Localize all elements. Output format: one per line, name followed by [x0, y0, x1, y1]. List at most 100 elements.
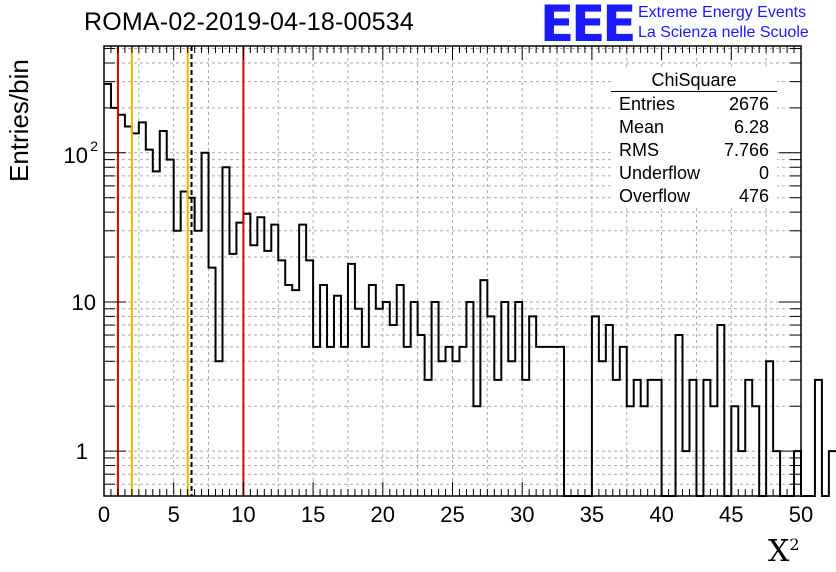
y-tick-label: 10 [64, 143, 88, 168]
stats-box: ChiSquare Entries 2676 Mean 6.28 RMS 7.766 … [611, 70, 777, 208]
x-tick-label: 5 [168, 502, 180, 527]
histogram-bin [745, 380, 752, 496]
x-tick-label: 35 [580, 502, 604, 527]
eee-logo: EEE [540, 0, 636, 53]
histogram-bin [411, 302, 418, 496]
histogram-bin [125, 127, 132, 496]
histogram-bin [278, 260, 285, 496]
stats-label: Underflow [619, 163, 701, 183]
histogram-bin [222, 167, 229, 496]
histogram-bin [717, 325, 724, 496]
stats-label: Entries [619, 94, 676, 114]
histogram-bin [243, 214, 250, 496]
stats-value: 0 [758, 163, 769, 183]
histogram-bin [418, 335, 425, 496]
histogram-bin [313, 347, 320, 496]
stats-label: RMS [619, 140, 659, 160]
histogram-bin [202, 153, 209, 496]
histogram-bin [229, 254, 236, 496]
histogram-bin [376, 309, 383, 496]
histogram-bin [606, 325, 613, 496]
x-tick-label: 40 [649, 502, 673, 527]
chart-title: ROMA-02-2019-04-18-00534 [84, 8, 414, 36]
histogram-bin [815, 380, 822, 496]
stats-row-rms: RMS 7.766 [611, 139, 777, 162]
stats-value: 7.766 [723, 140, 769, 160]
histogram-bin [264, 251, 271, 496]
stats-row-underflow: Underflow 0 [611, 162, 777, 185]
histogram-bin [174, 231, 181, 496]
histogram-bin [480, 280, 487, 496]
histogram-bin [271, 225, 278, 496]
histogram-bin [257, 217, 264, 496]
histogram-bin [153, 171, 160, 496]
x-tick-label: 25 [440, 502, 464, 527]
stats-value: 2676 [728, 94, 769, 114]
histogram-bin [195, 231, 202, 496]
histogram-bin [362, 347, 369, 496]
x-tick-label: 10 [231, 502, 255, 527]
histogram-bin [167, 160, 174, 496]
histogram-bin [676, 335, 683, 496]
stats-label: Overflow [619, 186, 691, 206]
histogram-bin [515, 302, 522, 496]
stats-row-overflow: Overflow 476 [611, 185, 777, 208]
histogram-bin [522, 380, 529, 496]
histogram-bin [459, 347, 466, 496]
histogram-bin [536, 347, 543, 496]
histogram-bin [446, 347, 453, 496]
histogram-bin [557, 347, 564, 496]
histogram-bin [118, 115, 125, 496]
histogram-bin [508, 361, 515, 496]
x-tick-label: 0 [98, 502, 110, 527]
histogram-bin [355, 309, 362, 496]
histogram-bin [648, 380, 655, 496]
stats-row-entries: Entries 2676 [611, 93, 777, 116]
x-axis-label-symbol: X [768, 534, 790, 569]
histogram-bin [306, 260, 313, 496]
histogram-bin [383, 302, 390, 496]
histogram-bin [613, 380, 620, 496]
histogram-bin [132, 133, 139, 496]
histogram-bin [550, 347, 557, 496]
histogram-bin [703, 380, 710, 496]
x-tick-label: 30 [510, 502, 534, 527]
histogram-bin [599, 361, 606, 496]
histogram-bin [404, 347, 411, 496]
histogram-bin [689, 380, 696, 496]
logo-line-2: La Scienza nelle Scuole [638, 24, 809, 41]
y-tick-label-exponent: 2 [90, 138, 98, 154]
histogram-bin [453, 361, 460, 496]
stats-value: 6.28 [733, 117, 769, 137]
x-tick-label: 45 [719, 502, 743, 527]
histogram-bin [390, 325, 397, 496]
eee-logo-text: Extreme Energy Events La Scienza nelle S… [638, 3, 809, 43]
histogram-bin [466, 302, 473, 496]
histogram-bin [543, 347, 550, 496]
histogram-bin [655, 380, 662, 496]
logo-line-1: Extreme Energy Events [638, 4, 807, 21]
x-tick-label: 15 [301, 502, 325, 527]
histogram-bin [299, 225, 306, 496]
histogram-bin [432, 302, 439, 496]
stats-label: Mean [619, 117, 665, 137]
stats-row-mean: Mean 6.28 [611, 116, 777, 139]
histogram-bin [494, 380, 501, 496]
histogram-bin [766, 361, 773, 496]
histogram-bin [620, 347, 627, 496]
histogram-bin [501, 302, 508, 496]
y-tick-label: 10 [72, 290, 96, 315]
histogram-bin [146, 150, 153, 496]
x-tick-label: 50 [789, 502, 813, 527]
histogram-bin [341, 347, 348, 496]
x-tick-label: 20 [371, 502, 395, 527]
x-axis-label: X2 [768, 534, 800, 569]
histogram-bin [327, 347, 334, 496]
x-axis-label-superscript: 2 [789, 535, 800, 554]
histogram-bin [634, 380, 641, 496]
y-tick-label: 1 [76, 439, 88, 464]
histogram-bin [104, 84, 111, 496]
histogram-bin [425, 380, 432, 496]
histogram-bin [216, 361, 223, 496]
